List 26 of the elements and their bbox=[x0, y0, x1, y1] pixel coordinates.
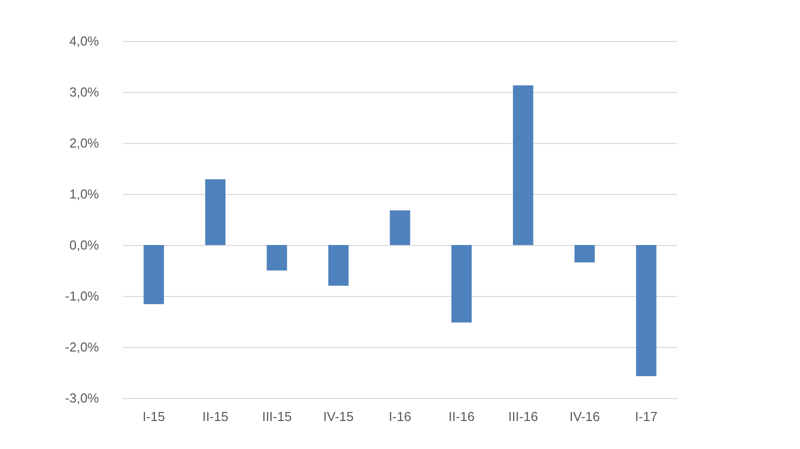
x-tick-label: III-16 bbox=[508, 409, 538, 424]
y-tick-label: 1,0% bbox=[69, 186, 100, 202]
bar bbox=[390, 210, 410, 245]
y-tick-label: 2,0% bbox=[69, 136, 100, 150]
bar bbox=[266, 245, 288, 270]
bar bbox=[144, 245, 164, 304]
y-tick-label: -3,0% bbox=[65, 390, 100, 406]
x-tick-label: I-17 bbox=[635, 409, 658, 424]
bar bbox=[451, 245, 472, 323]
bar bbox=[574, 245, 595, 262]
x-tick-label: I-16 bbox=[388, 409, 412, 424]
x-tick-label: III-15 bbox=[262, 409, 292, 424]
x-tick-label: II-15 bbox=[202, 409, 228, 424]
y-tick-label: -1,0% bbox=[65, 288, 100, 304]
bar bbox=[205, 179, 226, 245]
y-tick-label: 0,0% bbox=[69, 238, 100, 252]
x-tick-label: I-15 bbox=[142, 409, 165, 424]
x-tick-label: II-16 bbox=[448, 409, 475, 424]
y-tick-label: -2,0% bbox=[65, 340, 100, 354]
bar bbox=[328, 245, 349, 286]
y-tick-label: 3,0% bbox=[69, 84, 100, 100]
bar bbox=[512, 85, 534, 245]
y-tick-label: 4,0% bbox=[69, 34, 100, 48]
x-tick-label: IV-16 bbox=[569, 409, 600, 424]
x-tick-label: IV-15 bbox=[323, 409, 354, 424]
bar bbox=[636, 245, 656, 376]
